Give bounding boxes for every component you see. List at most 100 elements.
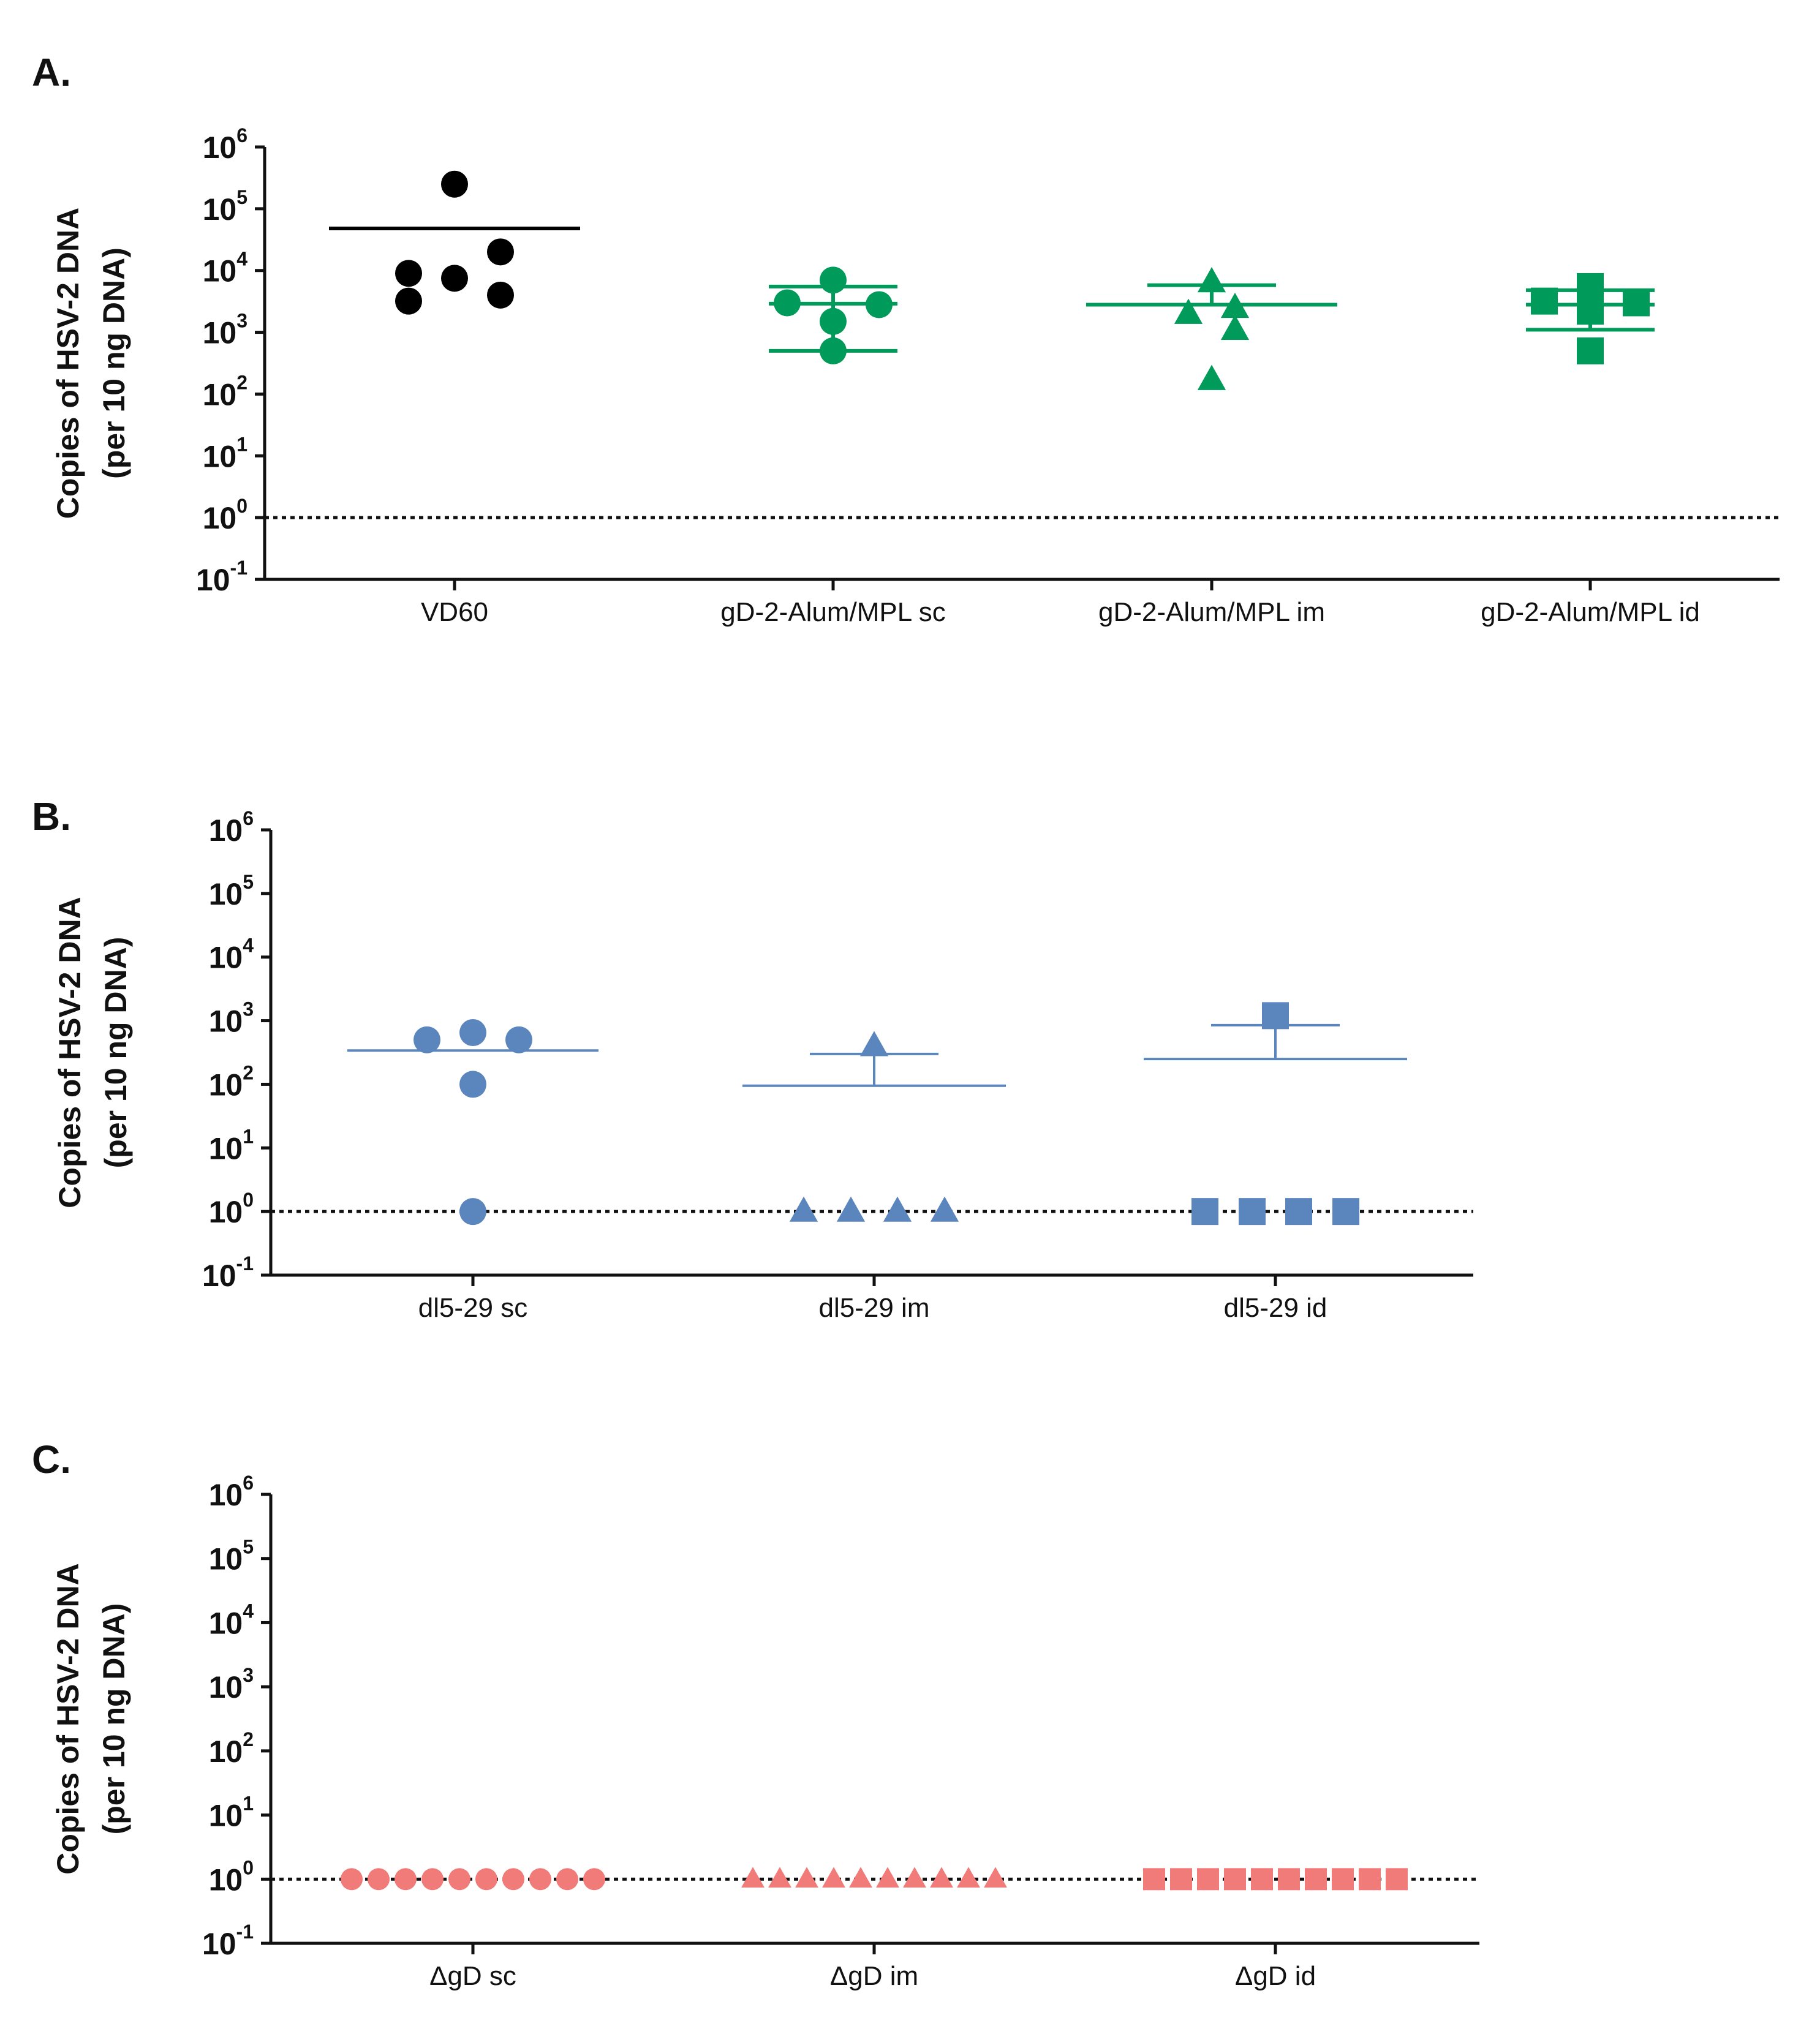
data-point	[1197, 1868, 1219, 1891]
data-point	[859, 1031, 889, 1056]
data-point	[475, 1868, 497, 1891]
data-point	[957, 1867, 980, 1888]
chart-panel-1: A. Copies of HSV-2 DNA (per 10 ng DNA) 106 1…	[32, 50, 1780, 627]
data-point	[441, 170, 468, 198]
y-tick-label: 100	[203, 495, 247, 535]
data-point	[1191, 1198, 1218, 1226]
group-3: dl5-29 id	[1144, 1002, 1407, 1323]
y-axis-label: Copies of HSV-2 DNA	[51, 1563, 85, 1874]
x-tick-label: gD-2-Alum/MPL id	[1481, 597, 1700, 627]
data-point	[836, 1196, 866, 1222]
data-point	[459, 1019, 486, 1047]
y-tick-label: 104	[203, 248, 248, 288]
data-point	[1285, 1198, 1312, 1226]
chart-panel-2: B. Copies of HSV-2 DNA (per 10 ng DNA) 106 1…	[32, 794, 1473, 1323]
panel-letter: C.	[32, 1437, 71, 1482]
y-axis-label: (per 10 ng DNA)	[97, 247, 131, 479]
data-point	[1197, 364, 1226, 390]
x-tick-label: dl5-29 sc	[418, 1293, 528, 1323]
y-tick-label: 101	[203, 433, 247, 473]
y-tick-label: 106	[209, 807, 254, 848]
data-point	[556, 1868, 578, 1891]
data-point	[1332, 1198, 1359, 1226]
x-tick-label: gD-2-Alum/MPL im	[1098, 597, 1325, 627]
data-point	[741, 1867, 765, 1888]
x-tick-label: ΔgD im	[830, 1961, 918, 1991]
y-tick-label: 105	[203, 186, 247, 227]
group-3: ΔgD id	[1143, 1868, 1408, 1991]
group-2: dl5-29 im	[742, 1031, 1006, 1323]
y-axis-label: (per 10 ng DNA)	[97, 1603, 131, 1835]
y-tick-label: 104	[209, 1600, 254, 1640]
data-point	[395, 260, 422, 287]
y-tick-label: 10-1	[196, 557, 247, 597]
data-point	[1623, 289, 1650, 317]
y-axis-label: Copies of HSV-2 DNA	[53, 897, 87, 1208]
y-axis-label: (per 10 ng DNA)	[99, 937, 133, 1169]
data-point	[368, 1868, 390, 1891]
data-point	[822, 1867, 845, 1888]
group-1: ΔgD sc	[341, 1868, 605, 1991]
panel-letter: B.	[32, 794, 71, 838]
data-point	[1305, 1868, 1327, 1891]
data-point	[930, 1867, 953, 1888]
data-point	[413, 1026, 440, 1053]
data-point	[1359, 1868, 1381, 1891]
group-2: gD-2-Alum/MPL sc	[720, 266, 946, 627]
data-point	[883, 1196, 912, 1222]
data-point	[583, 1868, 605, 1891]
panel-letter: A.	[32, 50, 71, 94]
data-point	[1174, 298, 1203, 324]
data-point	[441, 265, 468, 292]
y-tick-label: 105	[209, 871, 254, 911]
data-point	[789, 1196, 818, 1222]
data-point	[529, 1868, 551, 1891]
data-point	[487, 281, 514, 309]
y-tick-label: 101	[209, 1125, 254, 1166]
data-point	[448, 1868, 470, 1891]
y-tick-label: 103	[209, 1664, 254, 1704]
y-tick-label: 103	[203, 310, 247, 350]
x-tick-label: ΔgD id	[1235, 1961, 1316, 1991]
y-tick-label: 102	[203, 371, 247, 412]
chart-panel-3: C. Copies of HSV-2 DNA (per 10 ng DNA) 106 1…	[32, 1437, 1479, 1991]
data-point	[876, 1867, 899, 1888]
x-tick-label: VD60	[421, 597, 488, 627]
data-point	[487, 238, 514, 266]
y-tick-label: 101	[209, 1793, 254, 1833]
x-tick-label: ΔgD sc	[429, 1961, 516, 1991]
y-tick-label: 10-1	[202, 1921, 254, 1961]
data-point	[849, 1867, 872, 1888]
y-tick-label: 100	[209, 1189, 254, 1229]
y-tick-label: 10-1	[202, 1252, 254, 1293]
data-point	[1239, 1198, 1266, 1226]
x-tick-label: gD-2-Alum/MPL sc	[720, 597, 946, 627]
data-point	[421, 1868, 444, 1891]
y-tick-label: 104	[209, 935, 254, 975]
data-point	[1577, 337, 1604, 364]
group-2: ΔgD im	[741, 1867, 1007, 1991]
y-tick-label: 102	[209, 1728, 254, 1769]
y-tick-label: 100	[209, 1856, 254, 1897]
data-point	[1332, 1868, 1354, 1891]
group-4: gD-2-Alum/MPL id	[1481, 273, 1700, 627]
data-point	[341, 1868, 363, 1891]
x-tick-label: dl5-29 id	[1224, 1293, 1327, 1323]
x-tick-label: dl5-29 im	[819, 1293, 930, 1323]
y-axis-label: Copies of HSV-2 DNA	[51, 208, 85, 519]
data-point	[459, 1071, 486, 1098]
y-tick-label: 106	[203, 124, 247, 165]
data-point	[1278, 1868, 1300, 1891]
data-point	[1251, 1868, 1273, 1891]
data-point	[903, 1867, 926, 1888]
y-tick-label: 106	[209, 1472, 254, 1512]
data-point	[1170, 1868, 1192, 1891]
data-point	[795, 1867, 818, 1888]
data-point	[1531, 287, 1558, 315]
data-point	[930, 1196, 959, 1222]
data-point	[505, 1026, 532, 1053]
data-point	[1224, 1868, 1246, 1891]
data-point	[1143, 1868, 1165, 1891]
data-point	[459, 1198, 486, 1226]
